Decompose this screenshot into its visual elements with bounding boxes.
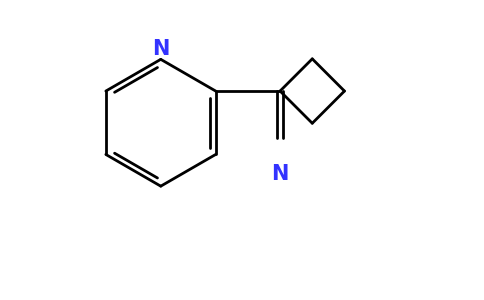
Text: N: N — [152, 39, 169, 59]
Text: N: N — [272, 164, 289, 184]
